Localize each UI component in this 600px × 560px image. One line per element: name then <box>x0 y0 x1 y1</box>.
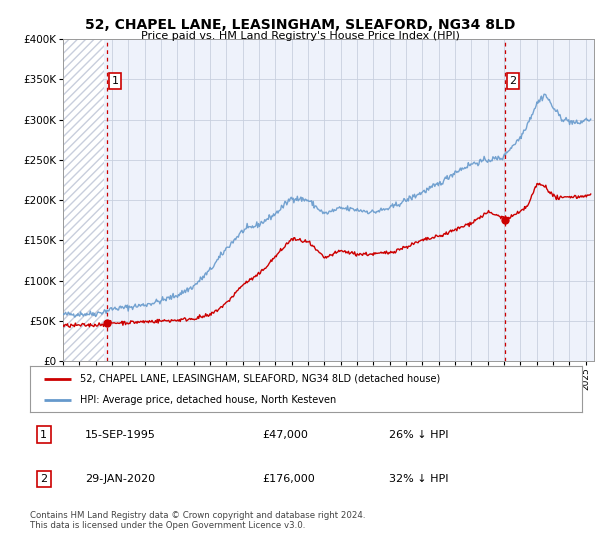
Text: 52, CHAPEL LANE, LEASINGHAM, SLEAFORD, NG34 8LD: 52, CHAPEL LANE, LEASINGHAM, SLEAFORD, N… <box>85 18 515 32</box>
Text: 1: 1 <box>112 76 118 86</box>
Text: 32% ↓ HPI: 32% ↓ HPI <box>389 474 448 484</box>
Text: 2: 2 <box>509 76 517 86</box>
Text: 2: 2 <box>40 474 47 484</box>
Text: 29-JAN-2020: 29-JAN-2020 <box>85 474 155 484</box>
Text: £176,000: £176,000 <box>262 474 314 484</box>
Text: 15-SEP-1995: 15-SEP-1995 <box>85 430 156 440</box>
Text: 26% ↓ HPI: 26% ↓ HPI <box>389 430 448 440</box>
Text: HPI: Average price, detached house, North Kesteven: HPI: Average price, detached house, Nort… <box>80 395 336 405</box>
Text: 52, CHAPEL LANE, LEASINGHAM, SLEAFORD, NG34 8LD (detached house): 52, CHAPEL LANE, LEASINGHAM, SLEAFORD, N… <box>80 374 440 384</box>
Text: Price paid vs. HM Land Registry's House Price Index (HPI): Price paid vs. HM Land Registry's House … <box>140 31 460 41</box>
Text: £47,000: £47,000 <box>262 430 308 440</box>
Bar <box>63 39 104 361</box>
Text: 1: 1 <box>40 430 47 440</box>
Text: Contains HM Land Registry data © Crown copyright and database right 2024.
This d: Contains HM Land Registry data © Crown c… <box>30 511 365 530</box>
